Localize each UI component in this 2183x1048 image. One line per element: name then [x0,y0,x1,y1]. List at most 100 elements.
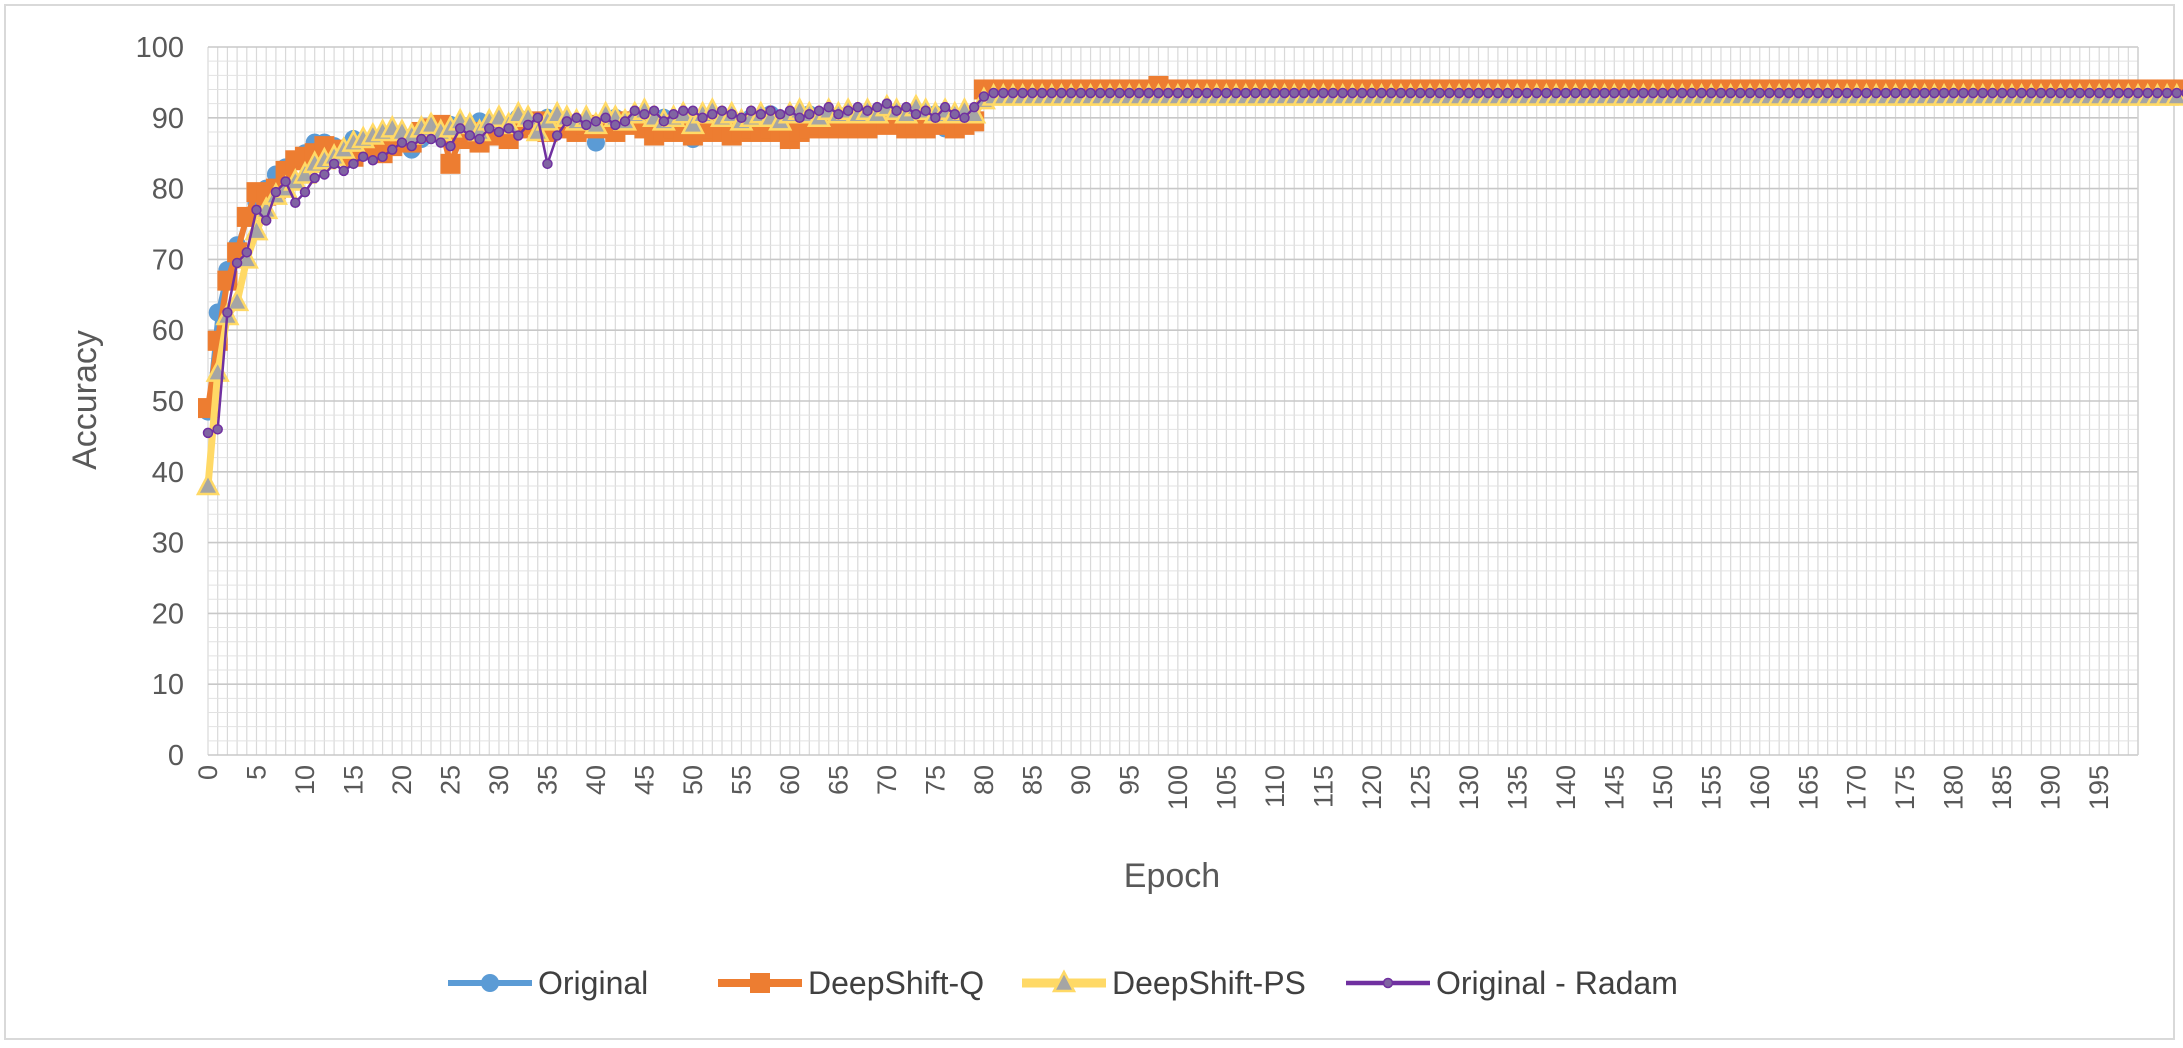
data-point [1948,87,1959,99]
data-point [1609,87,1620,99]
data-point [484,123,495,134]
data-point [716,105,728,116]
data-point [513,130,524,141]
data-point [1696,87,1707,99]
data-point [1899,87,1911,99]
data-point [1715,87,1727,99]
data-point [639,109,650,120]
data-point [1706,87,1717,99]
data-point [1463,87,1475,99]
data-point [862,105,873,116]
x-tick-label: 5 [241,765,271,780]
data-point [1453,87,1465,99]
data-point [2132,87,2144,99]
y-tick-label: 80 [152,174,184,206]
data-point [1599,87,1610,99]
data-point [726,109,737,120]
x-tick-label: 180 [1939,765,1969,810]
data-point [503,123,514,134]
data-point [464,130,476,141]
data-point [1783,87,1795,99]
data-point [968,101,980,113]
data-point [532,112,543,124]
data-point [1424,87,1436,99]
y-tick-label: 100 [136,32,184,64]
data-point [1182,87,1193,99]
x-tick-label: 95 [1114,765,1144,795]
data-point [988,87,999,99]
data-point [1667,87,1678,99]
data-point [707,109,718,120]
data-point [1036,87,1048,99]
data-point [1618,87,1630,99]
data-point [1754,87,1766,99]
x-tick-label: 150 [1648,765,1678,810]
data-point [2016,87,2027,99]
x-tick-label: 80 [969,765,999,795]
data-point [823,101,834,113]
data-point [774,109,786,120]
data-point [1560,87,1572,99]
data-point [1890,87,1901,99]
data-point [348,158,359,170]
data-point [1628,87,1639,99]
data-point [1046,87,1058,99]
data-point [1996,87,2008,99]
data-point [949,109,961,120]
data-point [2142,87,2153,99]
x-tick-label: 160 [1745,765,1775,810]
data-point [1725,87,1736,99]
x-tick-label: 70 [872,765,902,795]
data-point [1382,977,1394,989]
data-point [1095,87,1106,99]
legend-label: Original [538,965,648,1001]
data-point [750,973,770,993]
x-tick-label: 60 [775,765,805,795]
data-point [2123,87,2134,99]
series-lines [195,75,2183,496]
legend-item-original-radam: Original - Radam [1346,965,1678,1001]
data-point [1366,87,1378,99]
data-point [998,87,1009,99]
data-point [1211,87,1222,99]
data-point [1230,87,1242,99]
data-point [590,116,602,127]
data-point [2171,87,2183,99]
data-point [1492,87,1504,99]
x-tick-label: 155 [1696,765,1726,810]
data-point [813,105,825,116]
x-tick-label: 30 [484,765,514,795]
data-point [1085,87,1096,99]
x-tick-label: 120 [1357,765,1387,810]
data-point [1870,87,1882,99]
data-point [1958,87,1969,99]
data-point [435,137,447,148]
x-tick-label: 165 [1793,765,1823,810]
data-point [939,101,951,113]
data-point [648,105,660,116]
series-original-radam [202,87,2183,439]
data-point [755,109,767,120]
data-point [571,112,582,124]
data-point [1017,87,1028,99]
gridlines [207,46,2139,756]
data-point [1589,87,1601,99]
y-tick-label: 30 [152,528,184,560]
data-point [1298,87,1310,99]
data-point [2103,87,2115,99]
y-tick-label: 90 [152,103,184,135]
data-point [1415,87,1426,99]
legend-label: DeepShift-PS [1112,965,1306,1001]
data-point [2084,87,2095,99]
data-point [978,91,990,102]
data-point [1114,87,1125,99]
data-point [687,105,699,116]
x-tick-label: 105 [1211,765,1241,810]
data-point [1744,87,1756,99]
data-point [260,215,272,226]
data-point [959,112,970,124]
data-point [930,112,941,124]
x-tick-label: 90 [1066,765,1096,795]
data-point [1473,87,1484,99]
data-point [1133,87,1145,99]
